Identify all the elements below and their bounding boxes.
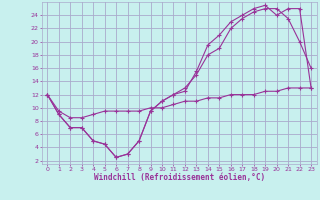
X-axis label: Windchill (Refroidissement éolien,°C): Windchill (Refroidissement éolien,°C) — [94, 173, 265, 182]
